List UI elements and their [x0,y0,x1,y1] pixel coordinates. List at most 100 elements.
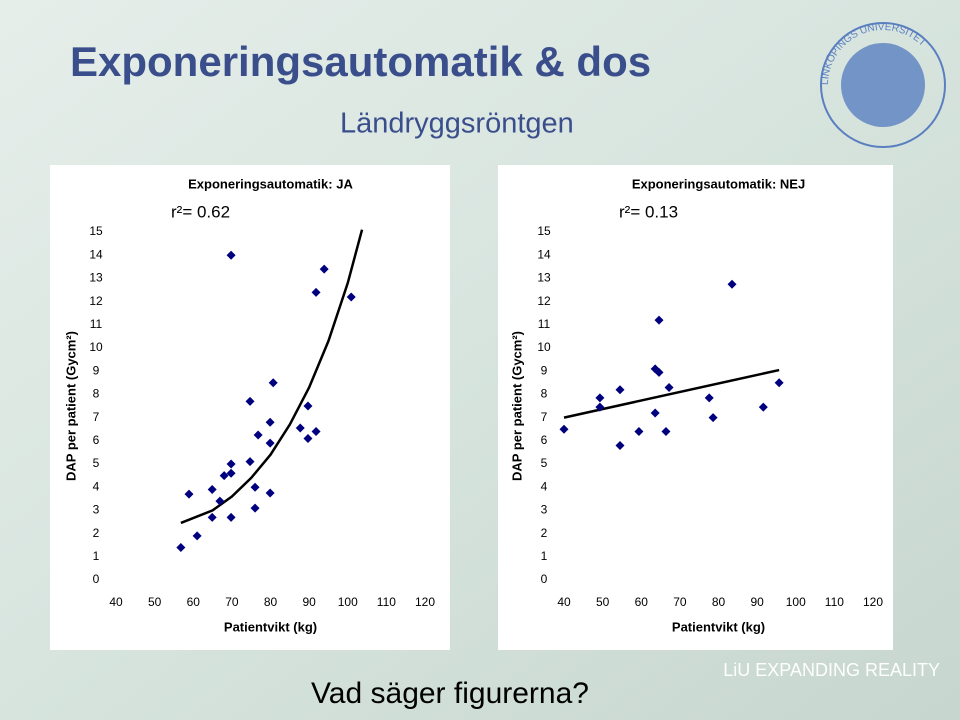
y-tick-label: 10 [89,340,103,354]
slide-subtitle: Ländryggsröntgen [340,108,574,140]
y-tick-label: 2 [93,526,100,540]
data-point [265,438,275,448]
y-axis-label: DAP per patient (Gycm²) [63,331,78,481]
y-tick-label: 3 [541,503,548,517]
x-tick-label: 100 [338,595,358,609]
y-tick-label: 8 [93,387,100,401]
data-point [319,264,329,274]
logo-ring [820,22,946,148]
data-point [265,488,275,498]
data-point [245,396,255,406]
data-point [226,459,236,469]
data-point [311,287,321,297]
y-tick-label: 11 [90,317,103,331]
data-point [207,485,217,495]
data-point [215,496,225,506]
chart-panel [50,165,450,650]
data-point [250,503,260,513]
data-point [226,512,236,522]
y-tick-label: 2 [541,526,548,540]
y-tick-label: 10 [537,340,551,354]
y-tick-label: 6 [541,433,548,447]
y-tick-label: 5 [541,456,548,470]
y-tick-label: 0 [93,572,100,586]
data-point [268,378,278,388]
annotation: r²= 0.13 [619,202,678,221]
y-tick-label: 5 [93,456,100,470]
data-point [654,315,664,325]
data-point [704,393,714,403]
data-point [253,430,263,440]
y-tick-label: 1 [93,549,100,563]
x-tick-label: 120 [863,595,883,609]
y-tick-label: 8 [541,387,548,401]
y-tick-label: 7 [541,410,548,424]
data-point [654,367,664,377]
data-point [226,250,236,260]
x-tick-label: 100 [786,595,806,609]
y-tick-label: 4 [93,479,100,493]
data-point [303,433,313,443]
y-tick-label: 15 [89,224,103,238]
y-tick-label: 13 [537,271,551,285]
data-point [758,402,768,412]
data-point [192,531,202,541]
data-point [727,279,737,289]
chart-panel [498,165,893,650]
data-point [250,482,260,492]
x-tick-label: 50 [148,595,162,609]
data-point [219,471,229,481]
y-tick-label: 14 [89,247,103,261]
data-point [245,457,255,467]
y-tick-label: 12 [89,294,103,308]
data-point [615,440,625,450]
y-tick-label: 3 [93,503,100,517]
x-tick-label: 40 [109,595,123,609]
y-tick-label: 9 [93,363,100,377]
data-point [650,408,660,418]
y-tick-label: 4 [541,479,548,493]
data-point [595,393,605,403]
x-tick-label: 60 [187,595,201,609]
y-axis-label: DAP per patient (Gycm²) [509,331,524,481]
chart-title: Exponeringsautomatik: NEJ [632,176,805,191]
data-point [559,424,569,434]
slide-title: Exponeringsautomatik & dos [70,38,651,85]
data-point [708,413,718,423]
logo-center [841,43,925,127]
data-point [295,423,305,433]
data-point [346,292,356,302]
x-tick-label: 120 [415,595,435,609]
x-axis-label: Patientvikt (kg) [672,619,765,634]
annotation: r²= 0.62 [171,202,230,221]
x-tick-label: 60 [635,595,649,609]
data-point [303,401,313,411]
data-point [265,417,275,427]
y-tick-label: 14 [537,247,551,261]
x-tick-label: 50 [596,595,610,609]
x-axis-label: Patientvikt (kg) [224,619,317,634]
y-tick-label: 11 [538,317,551,331]
data-point [184,489,194,499]
data-point [615,385,625,395]
x-tick-label: 80 [712,595,726,609]
x-tick-label: 90 [302,595,316,609]
question: Vad säger figurerna? [311,677,589,710]
data-point [226,468,236,478]
y-tick-label: 7 [93,410,100,424]
x-tick-label: 40 [557,595,571,609]
chart-title: Exponeringsautomatik: JA [188,176,353,191]
data-point [661,427,671,437]
brand: LiU EXPANDING REALITY [723,660,940,680]
data-point [595,402,605,412]
y-tick-label: 0 [541,572,548,586]
x-tick-label: 110 [825,595,844,609]
data-point [634,427,644,437]
x-tick-label: 70 [225,595,239,609]
y-tick-label: 12 [537,294,551,308]
x-tick-label: 110 [377,595,396,609]
data-point [311,427,321,437]
data-point [176,543,186,553]
x-tick-label: 90 [750,595,764,609]
